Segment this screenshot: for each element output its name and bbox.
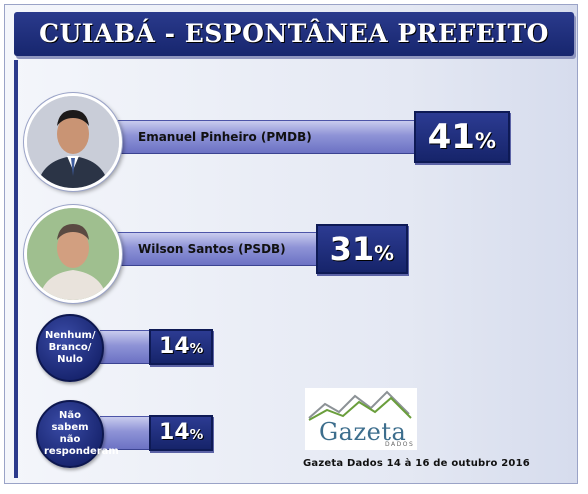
bar-label-3: Nenhum/ Branco/ Nulo — [45, 330, 96, 365]
category-badge-3: Nenhum/ Branco/ Nulo — [36, 314, 104, 382]
person-icon — [27, 208, 119, 300]
source-note: Gazeta Dados 14 à 16 de outubro 2016 — [303, 458, 530, 469]
candidate-photo-2 — [24, 205, 122, 303]
chart-title: CUIABÁ - ESPONTÂNEA PREFEITO — [39, 19, 549, 48]
gazeta-logo: Gazeta DADOS — [305, 388, 417, 450]
value-box-2: 31% — [315, 224, 408, 274]
person-icon — [27, 96, 119, 188]
candidate-photo-1 — [24, 93, 122, 191]
value-label-1: 41% — [427, 117, 497, 157]
bar-4 — [100, 416, 156, 450]
value-box-4: 14% — [149, 415, 214, 451]
value-box-1: 41% — [413, 111, 510, 163]
value-label-2: 31% — [329, 230, 394, 268]
left-axis-rule — [14, 60, 18, 478]
bar-label-1: Emanuel Pinheiro (PMDB) — [138, 130, 312, 144]
value-label-4: 14% — [159, 420, 204, 445]
bar-3 — [100, 330, 156, 364]
percent-sign: % — [374, 242, 394, 265]
chart-line-icon — [308, 390, 412, 421]
bar-1 — [118, 120, 420, 154]
title-bar: CUIABÁ - ESPONTÂNEA PREFEITO — [14, 12, 574, 56]
category-badge-4: Não sabem não responderam — [36, 400, 119, 468]
value-box-3: 14% — [149, 329, 214, 365]
bar-2 — [118, 232, 322, 266]
logo-subtitle: DADOS — [385, 441, 415, 448]
percent-sign: % — [189, 341, 204, 357]
percent-sign: % — [474, 128, 497, 153]
logo-name: Gazeta — [319, 418, 407, 446]
value-label-3: 14% — [159, 334, 204, 359]
bar-label-2: Wilson Santos (PSDB) — [138, 242, 286, 256]
bar-label-4: Não sabem não responderam — [44, 410, 119, 457]
percent-sign: % — [189, 427, 204, 443]
